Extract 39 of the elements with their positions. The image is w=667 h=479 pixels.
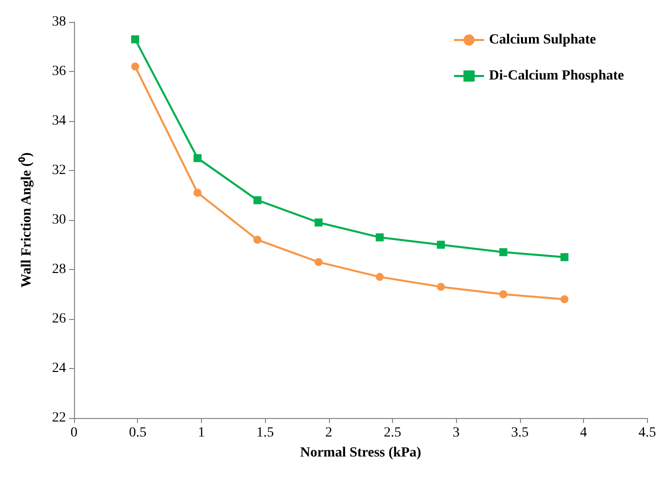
- x-tick-label: 2: [325, 426, 332, 440]
- legend-label: Di-Calcium Phosphate: [489, 68, 624, 84]
- x-tick-label: 4.5: [638, 426, 656, 440]
- y-tick-label: 22: [52, 410, 66, 426]
- point: [436, 282, 445, 291]
- x-tick-label: 1.5: [256, 426, 274, 440]
- y-tick-label: 36: [52, 64, 66, 79]
- point: [560, 253, 568, 262]
- point: [194, 154, 202, 162]
- x-axis-title: Normal Stress (kPa): [300, 446, 422, 460]
- x-tick-label: 3.5: [511, 426, 529, 440]
- y-tick-label: 32: [52, 163, 66, 178]
- point: [560, 295, 568, 304]
- y-axis-title: Wall Friction Angle (⁰): [18, 152, 34, 288]
- point: [436, 240, 445, 249]
- point: [194, 188, 202, 197]
- y-tick-label: 38: [52, 14, 66, 30]
- y-tick-label: 24: [52, 361, 66, 376]
- point: [131, 62, 140, 71]
- point: [314, 258, 323, 266]
- point: [376, 272, 384, 281]
- point: [314, 218, 323, 226]
- y-tick-label: 26: [52, 312, 66, 326]
- point: [253, 236, 262, 244]
- y-tick-label: 28: [52, 262, 66, 277]
- legend-label: Calcium Sulphate: [489, 32, 596, 48]
- point: [253, 196, 262, 204]
- x-tick-label: 3: [452, 426, 460, 440]
- x-tick-label: 1: [198, 426, 205, 440]
- point: [499, 248, 508, 256]
- y-tick-label: 30: [52, 212, 66, 228]
- point: [131, 35, 140, 44]
- x-tick-label: 4: [580, 426, 588, 440]
- point: [499, 290, 508, 298]
- x-tick-label: 0.5: [128, 426, 146, 440]
- point: [376, 233, 384, 242]
- x-tick-label: 2.5: [384, 426, 402, 440]
- x-tick-label: 0: [70, 426, 78, 440]
- y-tick-label: 34: [52, 114, 66, 128]
